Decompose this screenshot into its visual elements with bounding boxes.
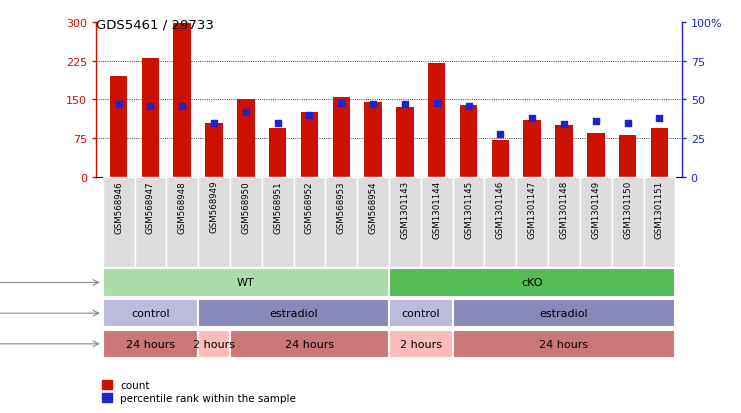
Bar (396, 108, 413, 178)
Bar (453, 330, 675, 358)
Text: GSM1301143: GSM1301143 (400, 180, 410, 239)
Text: 2 hours: 2 hours (400, 339, 442, 349)
Text: GSM1301151: GSM1301151 (655, 180, 664, 239)
Point (494, 131, 506, 138)
Text: GSM1301146: GSM1301146 (496, 180, 505, 239)
Bar (293, 178, 325, 268)
Text: GSM568946: GSM568946 (114, 180, 123, 233)
Bar (548, 178, 580, 268)
Bar (230, 330, 389, 358)
Bar (389, 269, 675, 297)
Bar (262, 178, 293, 268)
Bar (135, 178, 166, 268)
Bar (198, 299, 389, 328)
Bar (555, 126, 573, 178)
Text: GSM1301150: GSM1301150 (623, 180, 632, 239)
Text: 24 hours: 24 hours (285, 339, 334, 349)
Bar (198, 330, 230, 358)
Bar (612, 178, 643, 268)
Bar (269, 129, 287, 178)
Point (654, 116, 665, 122)
Text: control: control (131, 309, 170, 318)
Point (113, 102, 124, 108)
Text: GSM1301144: GSM1301144 (432, 180, 441, 239)
Bar (428, 64, 445, 178)
Point (431, 100, 442, 107)
Bar (103, 330, 198, 358)
Bar (142, 59, 159, 178)
Bar (103, 269, 389, 297)
Bar (587, 134, 605, 178)
Text: GSM568952: GSM568952 (305, 180, 314, 233)
Bar (643, 178, 675, 268)
Bar (110, 77, 127, 178)
Bar (389, 178, 421, 268)
Point (304, 112, 316, 119)
Text: GSM568954: GSM568954 (368, 180, 378, 233)
Bar (389, 330, 453, 358)
Bar (173, 24, 191, 178)
Bar (103, 178, 135, 268)
Bar (516, 178, 548, 268)
Bar (619, 135, 637, 178)
Bar (333, 97, 350, 178)
Bar (453, 299, 675, 328)
Legend: count, percentile rank within the sample: count, percentile rank within the sample (102, 380, 296, 403)
Bar (389, 299, 453, 328)
Text: GSM568947: GSM568947 (146, 180, 155, 233)
Bar (103, 299, 198, 328)
Bar (491, 140, 509, 178)
Bar (166, 178, 198, 268)
Point (399, 102, 411, 108)
Point (526, 116, 538, 122)
Point (462, 103, 474, 110)
Point (240, 109, 252, 116)
Text: GSM568953: GSM568953 (337, 180, 346, 233)
Bar (301, 113, 318, 178)
Bar (523, 121, 541, 178)
Bar (230, 178, 262, 268)
Point (208, 120, 220, 127)
Text: GSM1301149: GSM1301149 (591, 180, 600, 238)
Bar (580, 178, 612, 268)
Point (176, 103, 188, 110)
Point (558, 122, 570, 128)
Text: GSM1301148: GSM1301148 (559, 180, 568, 239)
Bar (325, 178, 357, 268)
Bar (365, 103, 382, 178)
Text: estradiol: estradiol (539, 309, 588, 318)
Text: 24 hours: 24 hours (539, 339, 588, 349)
Bar (198, 178, 230, 268)
Point (368, 102, 379, 108)
Bar (651, 129, 668, 178)
Text: cKO: cKO (522, 278, 543, 288)
Bar (485, 178, 516, 268)
Text: estradiol: estradiol (269, 309, 318, 318)
Text: 24 hours: 24 hours (126, 339, 175, 349)
Bar (205, 123, 223, 178)
Bar (453, 178, 485, 268)
Bar (421, 178, 453, 268)
Text: GSM568951: GSM568951 (273, 180, 282, 233)
Text: GSM1301145: GSM1301145 (464, 180, 473, 239)
Bar (237, 100, 255, 178)
Text: GDS5461 / 29733: GDS5461 / 29733 (96, 19, 214, 31)
Text: GSM568948: GSM568948 (178, 180, 187, 233)
Text: WT: WT (237, 278, 255, 288)
Point (272, 120, 284, 127)
Point (590, 119, 602, 125)
Point (144, 103, 156, 110)
Text: GSM568950: GSM568950 (242, 180, 250, 233)
Bar (460, 105, 477, 178)
Point (622, 120, 634, 127)
Text: control: control (402, 309, 440, 318)
Text: 2 hours: 2 hours (193, 339, 235, 349)
Text: GSM1301147: GSM1301147 (528, 180, 536, 239)
Text: GSM568949: GSM568949 (210, 180, 219, 233)
Bar (357, 178, 389, 268)
Point (336, 100, 348, 107)
